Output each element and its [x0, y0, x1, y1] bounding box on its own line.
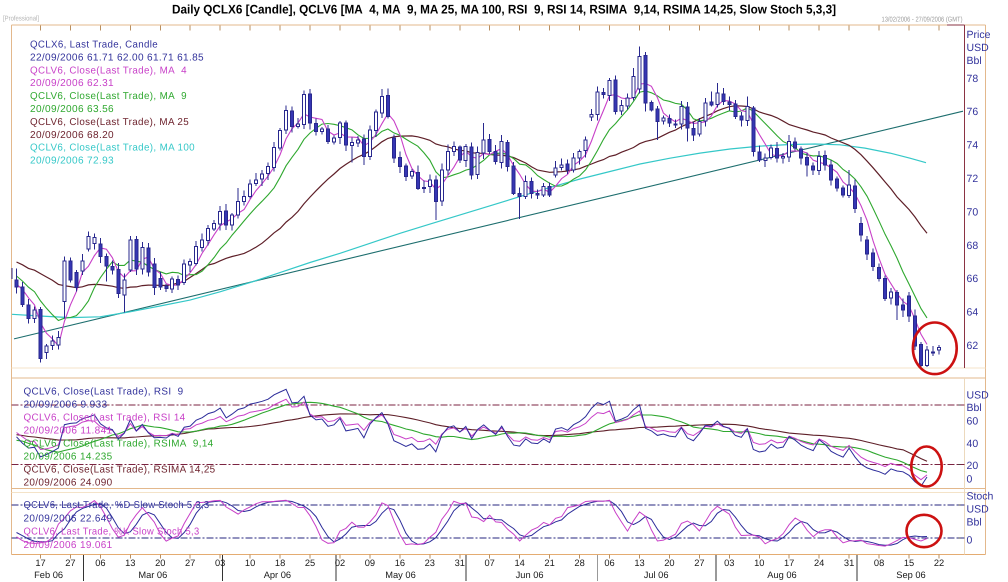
svg-text:15: 15	[904, 558, 914, 568]
svg-text:13: 13	[634, 558, 644, 568]
svg-text:Sep 06: Sep 06	[896, 570, 925, 580]
svg-text:64: 64	[967, 307, 979, 319]
svg-text:40: 40	[967, 438, 979, 450]
svg-text:70: 70	[967, 206, 979, 218]
svg-text:31: 31	[844, 558, 854, 568]
svg-text:USD: USD	[967, 42, 990, 54]
svg-text:Stoch: Stoch	[967, 491, 994, 503]
svg-text:20/09/2006 24.090: 20/09/2006 24.090	[24, 478, 113, 489]
svg-text:16: 16	[395, 558, 405, 568]
svg-text:Feb 06: Feb 06	[34, 570, 63, 580]
svg-text:10: 10	[245, 558, 255, 568]
svg-text:QCLV6, Close(Last Trade), MA: QCLV6, Close(Last Trade), MA 4	[30, 65, 187, 76]
svg-text:76: 76	[967, 106, 979, 118]
svg-text:06: 06	[95, 558, 105, 568]
svg-text:72: 72	[967, 173, 979, 185]
svg-text:24: 24	[814, 558, 824, 568]
svg-text:10: 10	[754, 558, 764, 568]
svg-text:06: 06	[604, 558, 614, 568]
svg-text:03: 03	[215, 558, 225, 568]
svg-text:0: 0	[967, 474, 973, 486]
svg-text:Apr 06: Apr 06	[264, 570, 291, 580]
svg-text:13: 13	[125, 558, 135, 568]
svg-text:20: 20	[155, 558, 165, 568]
svg-text:0: 0	[967, 535, 973, 547]
svg-text:USD: USD	[967, 504, 990, 516]
svg-text:QCLV6, Close(Last Trade), MA: QCLV6, Close(Last Trade), MA 9	[30, 91, 187, 102]
svg-text:21: 21	[544, 558, 554, 568]
svg-text:27: 27	[694, 558, 704, 568]
svg-text:22/09/2006 61.71 62.00 61.71 6: 22/09/2006 61.71 62.00 61.71 61.85	[30, 52, 204, 63]
svg-text:28: 28	[574, 558, 584, 568]
svg-text:May 06: May 06	[385, 570, 416, 580]
svg-text:03: 03	[724, 558, 734, 568]
svg-text:25: 25	[305, 558, 315, 568]
svg-text:20/09/2006 63.56: 20/09/2006 63.56	[30, 104, 114, 115]
svg-text:74: 74	[967, 140, 979, 152]
svg-text:QCLV6, Last Trade, %K Slow Sto: QCLV6, Last Trade, %K Slow Stoch 5,3	[24, 527, 200, 538]
svg-text:20/09/2006 14.235: 20/09/2006 14.235	[24, 452, 113, 463]
svg-text:02: 02	[335, 558, 345, 568]
svg-text:68: 68	[967, 240, 979, 252]
svg-text:07: 07	[485, 558, 495, 568]
svg-text:QCLV6, Close(Last Trade), RSIM: QCLV6, Close(Last Trade), RSIMA 14,25	[24, 465, 216, 476]
svg-text:17: 17	[784, 558, 794, 568]
svg-text:27: 27	[185, 558, 195, 568]
svg-text:09: 09	[365, 558, 375, 568]
svg-text:27: 27	[65, 558, 75, 568]
svg-text:08: 08	[874, 558, 884, 568]
svg-text:QCLX6, Last Trade, Candle: QCLX6, Last Trade, Candle	[30, 40, 158, 51]
svg-text:20: 20	[967, 460, 979, 472]
svg-text:20/09/2006 68.20: 20/09/2006 68.20	[30, 130, 114, 141]
svg-text:20/09/2006 62.31: 20/09/2006 62.31	[30, 78, 114, 89]
svg-text:18: 18	[275, 558, 285, 568]
svg-text:QCLV6, Close(Last Trade), MA 2: QCLV6, Close(Last Trade), MA 25	[30, 117, 189, 128]
svg-text:17: 17	[35, 558, 45, 568]
svg-text:78: 78	[967, 73, 979, 85]
svg-text:Bbl: Bbl	[967, 55, 982, 67]
svg-text:Jul 06: Jul 06	[644, 570, 669, 580]
svg-text:60: 60	[967, 416, 979, 428]
svg-text:QCLV6, Close(Last Trade), RSIM: QCLV6, Close(Last Trade), RSIMA 9,14	[24, 439, 214, 450]
svg-text:USD: USD	[967, 390, 990, 402]
svg-text:QCLV6, Close(Last Trade), RSI: QCLV6, Close(Last Trade), RSI 14	[24, 413, 186, 424]
svg-text:14: 14	[515, 558, 525, 568]
svg-text:Mar 06: Mar 06	[138, 570, 167, 580]
svg-text:23: 23	[425, 558, 435, 568]
svg-text:QCLV6, Last Trade, %D Slow Sto: QCLV6, Last Trade, %D Slow Stoch 5,3,3	[24, 500, 210, 511]
svg-text:Bbl: Bbl	[967, 402, 982, 414]
svg-text:20/09/2006 19.061: 20/09/2006 19.061	[24, 540, 113, 551]
svg-text:Bbl: Bbl	[967, 517, 982, 529]
svg-text:Jun 06: Jun 06	[516, 570, 544, 580]
svg-text:66: 66	[967, 273, 979, 285]
svg-text:20: 20	[664, 558, 674, 568]
svg-text:20/09/2006 11.841: 20/09/2006 11.841	[24, 426, 113, 437]
svg-text:22: 22	[934, 558, 944, 568]
svg-text:Price: Price	[967, 29, 991, 41]
svg-text:20/09/2006 9.933: 20/09/2006 9.933	[24, 400, 108, 411]
svg-text:62: 62	[967, 340, 979, 352]
svg-text:13/02/2006 - 27/09/2006 (GMT): 13/02/2006 - 27/09/2006 (GMT)	[882, 16, 963, 24]
svg-text:[Professional]: [Professional]	[3, 15, 39, 23]
svg-text:31: 31	[455, 558, 465, 568]
svg-text:QCLV6, Close(Last Trade), RSI: QCLV6, Close(Last Trade), RSI 9	[24, 387, 184, 398]
svg-text:Daily QCLX6 [Candle], QCLV6 [M: Daily QCLX6 [Candle], QCLV6 [MA 4, MA 9,…	[172, 3, 836, 17]
svg-text:20/09/2006 22.649: 20/09/2006 22.649	[24, 513, 113, 524]
svg-text:QCLV6, Close(Last Trade), MA 1: QCLV6, Close(Last Trade), MA 100	[30, 143, 195, 154]
svg-text:Aug 06: Aug 06	[767, 570, 796, 580]
svg-text:20/09/2006 72.93: 20/09/2006 72.93	[30, 156, 114, 167]
